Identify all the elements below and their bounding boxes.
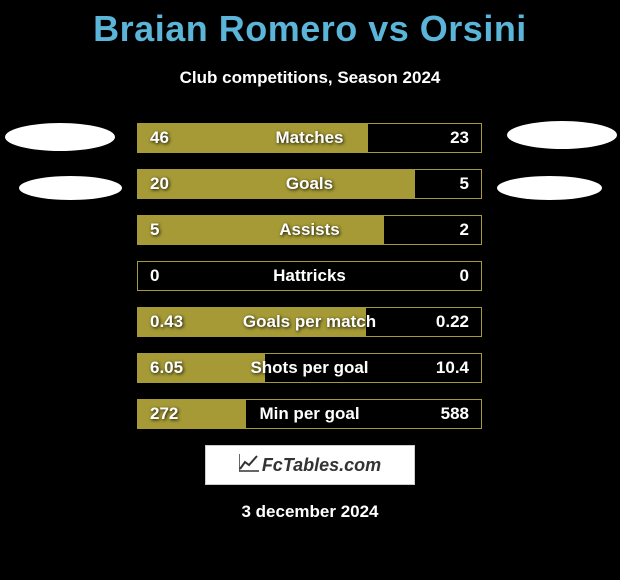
stat-row: 0.430.22Goals per match <box>137 307 482 337</box>
stat-label: Matches <box>138 128 481 148</box>
avatar-placeholder-right-1 <box>507 121 617 149</box>
comparison-subtitle: Club competitions, Season 2024 <box>0 68 620 88</box>
watermark-text: FcTables.com <box>262 455 381 476</box>
stat-label: Shots per goal <box>138 358 481 378</box>
stat-row: 205Goals <box>137 169 482 199</box>
stat-row: 52Assists <box>137 215 482 245</box>
watermark-badge: FcTables.com <box>205 445 415 485</box>
stat-row: 272588Min per goal <box>137 399 482 429</box>
stat-label: Min per goal <box>138 404 481 424</box>
avatar-placeholder-left-1 <box>5 123 115 151</box>
stat-label: Hattricks <box>138 266 481 286</box>
avatar-placeholder-right-2 <box>497 176 602 200</box>
stat-label: Assists <box>138 220 481 240</box>
stats-bars: 4623Matches 205Goals 52Assists 00Hattricks 0… <box>137 123 482 445</box>
stat-row: 6.0510.4Shots per goal <box>137 353 482 383</box>
stat-label: Goals per match <box>138 312 481 332</box>
stat-row: 00Hattricks <box>137 261 482 291</box>
comparison-date: 3 december 2024 <box>0 502 620 522</box>
stat-row: 4623Matches <box>137 123 482 153</box>
avatar-placeholder-left-2 <box>19 176 122 200</box>
chart-icon <box>239 454 259 477</box>
comparison-title: Braian Romero vs Orsini <box>0 0 620 50</box>
stat-label: Goals <box>138 174 481 194</box>
